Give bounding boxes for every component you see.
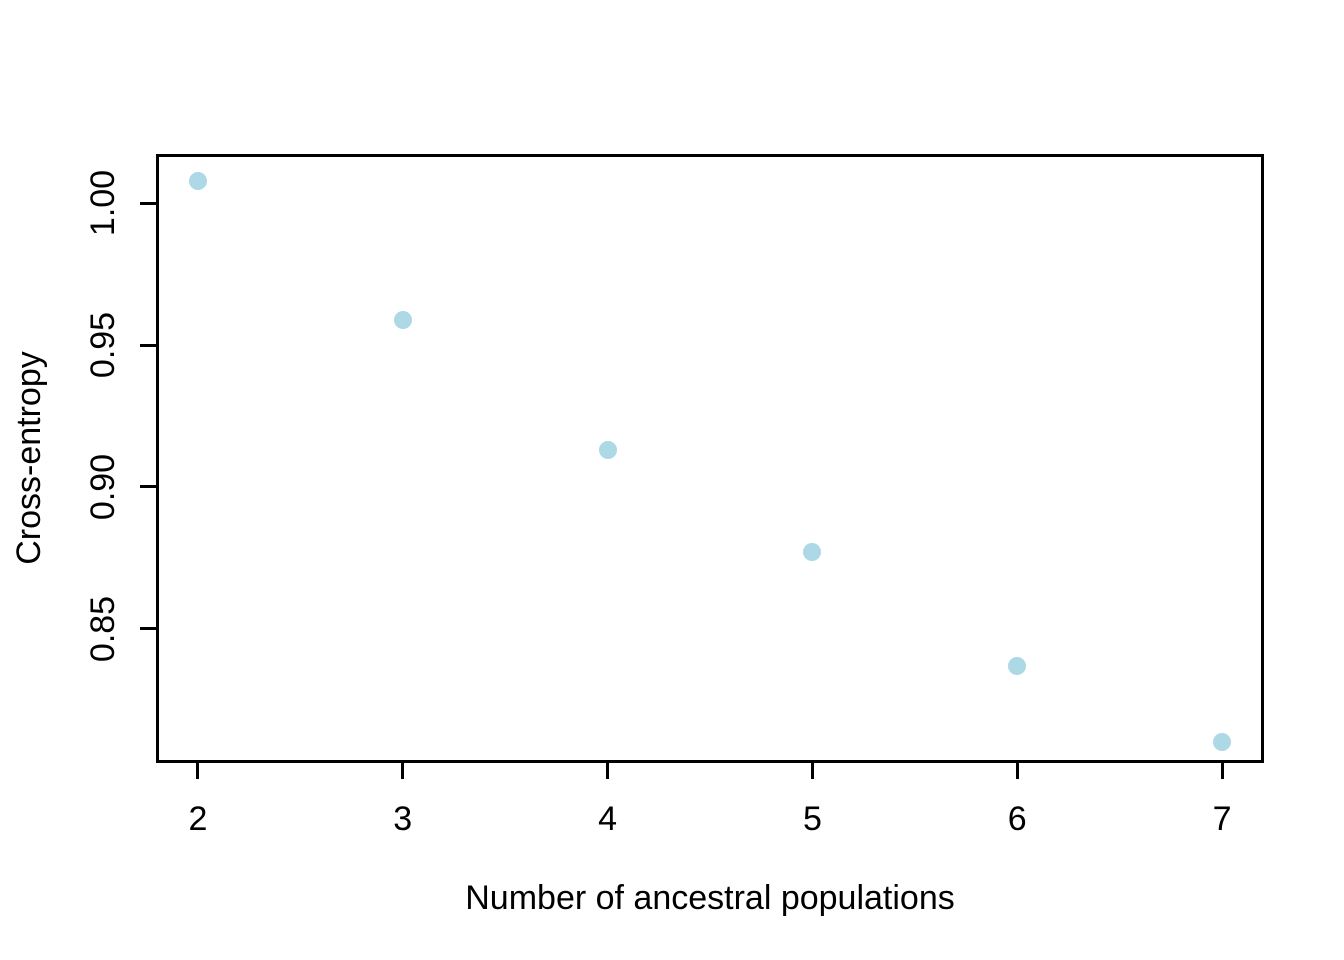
- y-tick-mark: [140, 485, 157, 489]
- data-point: [1213, 733, 1232, 752]
- y-tick-label: 1.00: [84, 170, 122, 237]
- x-tick-label: 5: [802, 800, 822, 838]
- data-point: [1008, 656, 1027, 675]
- x-tick-label: 2: [188, 800, 208, 838]
- x-tick-label: 4: [598, 800, 618, 838]
- plot-area: [156, 154, 1264, 763]
- x-tick-mark: [1015, 762, 1019, 779]
- data-point: [188, 171, 207, 190]
- x-tick-mark: [606, 762, 610, 779]
- data-point: [803, 543, 822, 562]
- y-tick-label: 0.90: [84, 453, 122, 520]
- x-tick-label: 7: [1212, 800, 1232, 838]
- x-axis-title: Number of ancestral populations: [465, 879, 955, 917]
- x-tick-mark: [810, 762, 814, 779]
- x-tick-mark: [196, 762, 200, 779]
- x-tick-label: 6: [1007, 800, 1027, 838]
- x-tick-label: 3: [393, 800, 413, 838]
- y-tick-mark: [140, 627, 157, 631]
- x-tick-mark: [1220, 762, 1224, 779]
- y-axis-title: Cross-entropy: [10, 351, 48, 565]
- data-point: [393, 310, 412, 329]
- y-tick-mark: [140, 343, 157, 347]
- y-tick-label: 0.95: [84, 311, 122, 379]
- x-tick-mark: [401, 762, 405, 779]
- y-tick-label: 0.85: [84, 595, 122, 662]
- y-tick-mark: [140, 201, 157, 205]
- data-point: [598, 440, 617, 459]
